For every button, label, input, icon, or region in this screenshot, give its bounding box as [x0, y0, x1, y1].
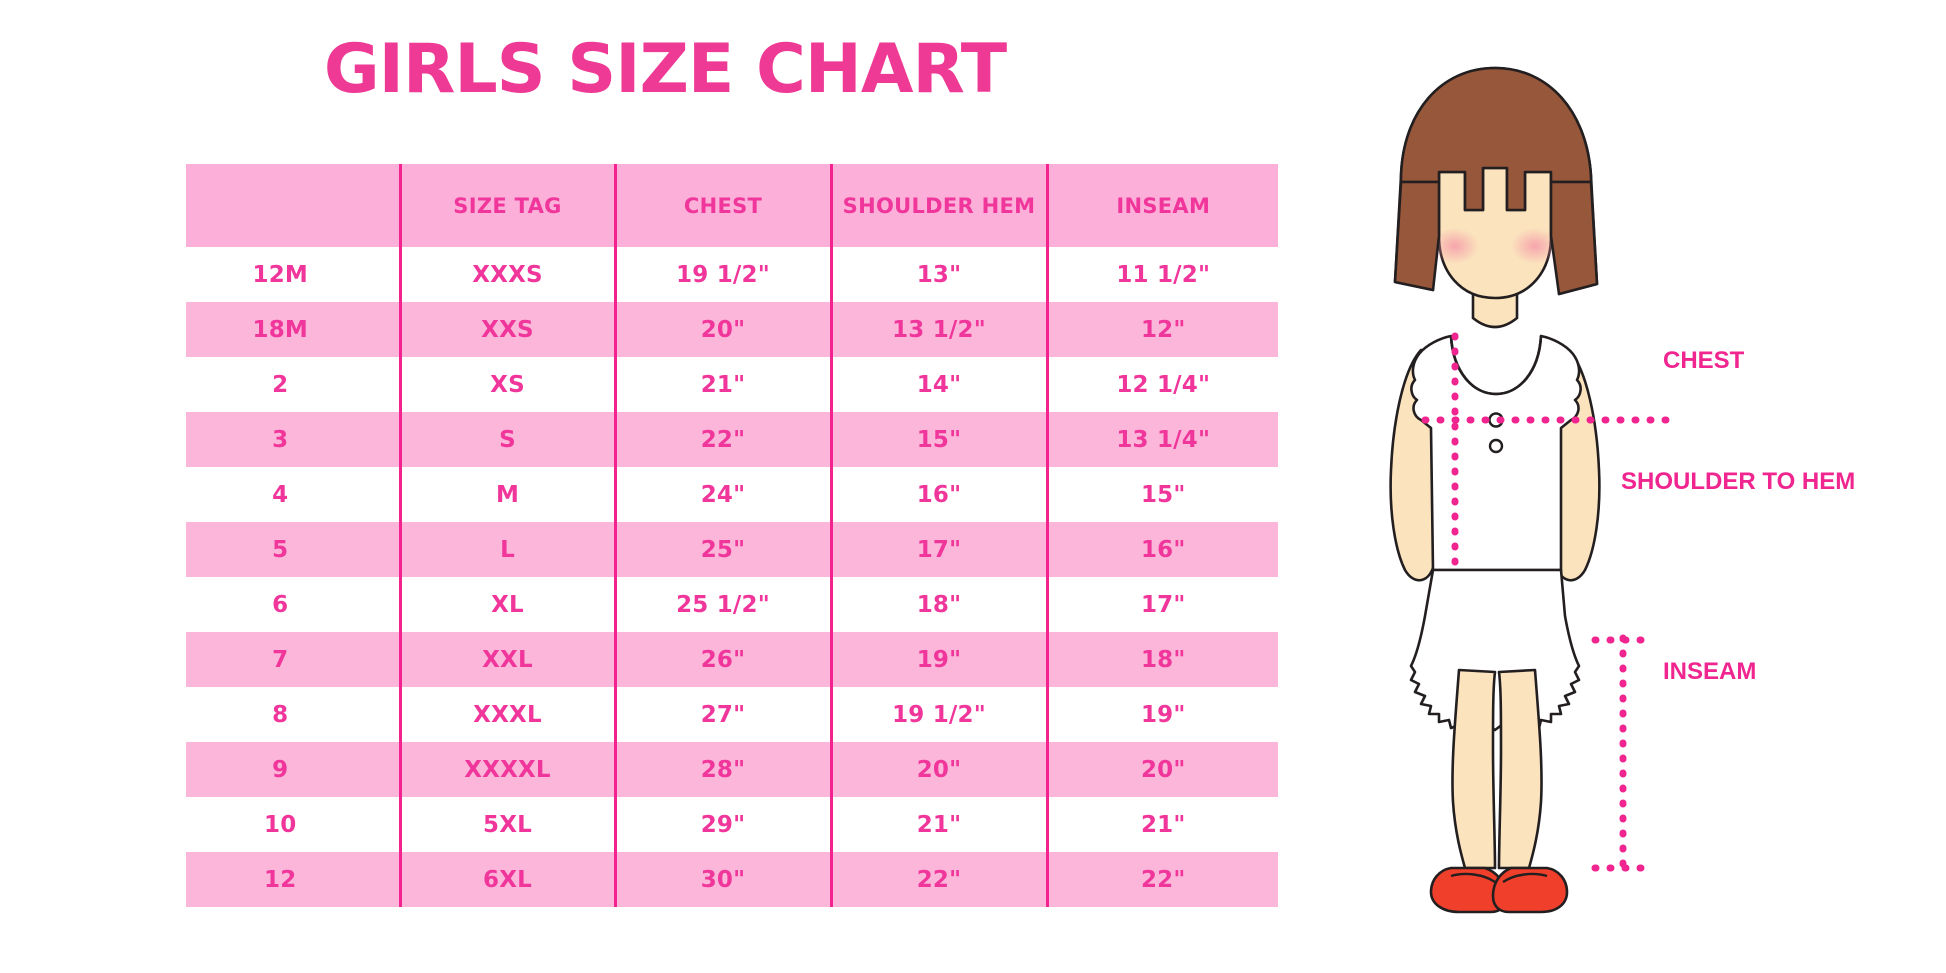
table-row: 5 L 25" 17" 16" — [186, 522, 1278, 577]
girl-figure-illustration — [1355, 50, 1685, 930]
cell-size-tag: 6XL — [400, 852, 617, 907]
cell-inseam: 20" — [1047, 742, 1278, 797]
hair-bangs-shape — [1393, 66, 1599, 296]
cell-size-tag: XXXS — [400, 247, 617, 302]
table-body: 12M XXXS 19 1/2" 13" 11 1/2" 18M XXS 20"… — [186, 247, 1278, 907]
cell-size: 6 — [186, 577, 402, 632]
cell-size: 2 — [186, 357, 402, 412]
face-shape — [1431, 166, 1559, 300]
cell-size-tag: S — [400, 412, 617, 467]
cell-inseam: 13 1/4" — [1047, 412, 1278, 467]
column-header-chest: CHEST — [615, 164, 833, 247]
cell-shoulder-hem: 13" — [831, 247, 1049, 302]
cell-size: 12 — [186, 852, 402, 907]
cell-size-tag: XXL — [400, 632, 617, 687]
cell-inseam: 16" — [1047, 522, 1278, 577]
legs-shape — [1451, 668, 1543, 870]
cell-chest: 30" — [615, 852, 833, 907]
cell-size-tag: M — [400, 467, 617, 522]
cell-size: 5 — [186, 522, 402, 577]
column-header-size — [186, 164, 402, 247]
column-header-inseam: INSEAM — [1047, 164, 1278, 247]
table-row: 8 XXXL 27" 19 1/2" 19" — [186, 687, 1278, 742]
column-header-shoulder-hem: SHOULDER HEM — [831, 164, 1049, 247]
cell-shoulder-hem: 17" — [831, 522, 1049, 577]
cell-chest: 25" — [615, 522, 833, 577]
table-row: 12M XXXS 19 1/2" 13" 11 1/2" — [186, 247, 1278, 302]
cell-chest: 28" — [615, 742, 833, 797]
cell-size: 9 — [186, 742, 402, 797]
cell-shoulder-hem: 15" — [831, 412, 1049, 467]
cell-shoulder-hem: 20" — [831, 742, 1049, 797]
cell-inseam: 11 1/2" — [1047, 247, 1278, 302]
cell-inseam: 12 1/4" — [1047, 357, 1278, 412]
cell-inseam: 21" — [1047, 797, 1278, 852]
cell-chest: 29" — [615, 797, 833, 852]
size-chart-table-container: SIZE TAG CHEST SHOULDER HEM INSEAM 12M X… — [186, 164, 1278, 907]
cell-size: 18M — [186, 302, 402, 357]
table-row: 9 XXXXL 28" 20" 20" — [186, 742, 1278, 797]
cell-inseam: 18" — [1047, 632, 1278, 687]
cell-shoulder-hem: 16" — [831, 467, 1049, 522]
cell-size: 7 — [186, 632, 402, 687]
cell-shoulder-hem: 13 1/2" — [831, 302, 1049, 357]
table-header: SIZE TAG CHEST SHOULDER HEM INSEAM — [186, 164, 1278, 247]
cell-shoulder-hem: 14" — [831, 357, 1049, 412]
blush-right — [1511, 228, 1559, 264]
table-header-row: SIZE TAG CHEST SHOULDER HEM INSEAM — [186, 164, 1278, 247]
cell-inseam: 15" — [1047, 467, 1278, 522]
column-header-size-tag: SIZE TAG — [400, 164, 617, 247]
size-chart-table: SIZE TAG CHEST SHOULDER HEM INSEAM 12M X… — [186, 164, 1278, 907]
cell-size: 8 — [186, 687, 402, 742]
cell-shoulder-hem: 19" — [831, 632, 1049, 687]
page-title: GIRLS SIZE CHART — [323, 30, 1007, 109]
table-row: 12 6XL 30" 22" 22" — [186, 852, 1278, 907]
skirt-garment-shape — [1409, 568, 1581, 734]
cell-size-tag: XL — [400, 577, 617, 632]
cell-chest: 26" — [615, 632, 833, 687]
cell-size: 10 — [186, 797, 402, 852]
cell-size-tag: L — [400, 522, 617, 577]
table-row: 7 XXL 26" 19" 18" — [186, 632, 1278, 687]
measurement-guides — [1421, 332, 1679, 874]
shoes-shape — [1429, 866, 1569, 914]
cell-chest: 24" — [615, 467, 833, 522]
cell-size-tag: XXXXL — [400, 742, 617, 797]
cell-size-tag: XS — [400, 357, 617, 412]
cell-shoulder-hem: 22" — [831, 852, 1049, 907]
cell-size: 4 — [186, 467, 402, 522]
cell-chest: 22" — [615, 412, 833, 467]
cell-chest: 21" — [615, 357, 833, 412]
cell-inseam: 19" — [1047, 687, 1278, 742]
cell-chest: 25 1/2" — [615, 577, 833, 632]
cell-inseam: 12" — [1047, 302, 1278, 357]
table-row: 2 XS 21" 14" 12 1/4" — [186, 357, 1278, 412]
cell-inseam: 22" — [1047, 852, 1278, 907]
callout-label-chest: CHEST — [1663, 347, 1745, 374]
table-row: 10 5XL 29" 21" 21" — [186, 797, 1278, 852]
table-row: 18M XXS 20" 13 1/2" 12" — [186, 302, 1278, 357]
cell-chest: 27" — [615, 687, 833, 742]
cell-shoulder-hem: 18" — [831, 577, 1049, 632]
cell-shoulder-hem: 19 1/2" — [831, 687, 1049, 742]
blush-left — [1431, 228, 1479, 264]
cell-size-tag: XXS — [400, 302, 617, 357]
top-garment-shape — [1410, 334, 1582, 572]
cell-size: 12M — [186, 247, 402, 302]
table-row: 4 M 24" 16" 15" — [186, 467, 1278, 522]
cell-size-tag: 5XL — [400, 797, 617, 852]
cell-size-tag: XXXL — [400, 687, 617, 742]
cell-chest: 19 1/2" — [615, 247, 833, 302]
cell-chest: 20" — [615, 302, 833, 357]
cell-size: 3 — [186, 412, 402, 467]
callout-label-inseam: INSEAM — [1663, 658, 1757, 685]
button-lower — [1488, 438, 1504, 454]
cell-shoulder-hem: 21" — [831, 797, 1049, 852]
cell-inseam: 17" — [1047, 577, 1278, 632]
table-row: 6 XL 25 1/2" 18" 17" — [186, 577, 1278, 632]
table-row: 3 S 22" 15" 13 1/4" — [186, 412, 1278, 467]
callout-label-shoulder-to-hem: SHOULDER TO HEM — [1621, 468, 1856, 495]
